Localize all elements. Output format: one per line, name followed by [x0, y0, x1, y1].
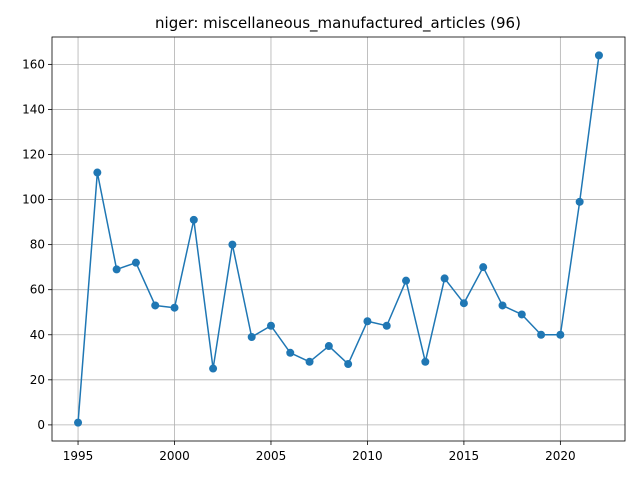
data-point: [556, 330, 565, 339]
data-point: [228, 240, 237, 249]
y-tick-label: 20: [30, 373, 45, 387]
data-point: [286, 348, 295, 357]
y-tick-label: 0: [37, 418, 45, 432]
data-point: [440, 274, 449, 283]
x-tick-label: 2015: [449, 449, 480, 463]
axes: 1995 2000 2005 2010 2015 2020 0 20 40 60 80 100 120 1…: [22, 57, 576, 463]
x-tick-label: 2020: [545, 449, 576, 463]
data-point: [324, 342, 333, 351]
data-point: [382, 321, 391, 330]
y-tick-label: 120: [22, 148, 45, 162]
y-tick-label: 140: [22, 102, 45, 116]
data-point: [421, 357, 430, 366]
data-point: [498, 301, 507, 310]
grid: [52, 37, 625, 441]
data-point: [247, 333, 256, 342]
data-point: [594, 51, 603, 60]
data-point: [537, 330, 546, 339]
y-tick-label: 60: [30, 283, 45, 297]
data-point: [402, 276, 411, 285]
series-line: [77, 55, 600, 423]
data-point: [363, 317, 372, 326]
plot-frame: [51, 36, 626, 442]
y-tick-label: 100: [22, 193, 45, 207]
data-point: [344, 360, 353, 369]
chart-title: niger: miscellaneous_manufactured_articl…: [155, 14, 521, 33]
y-tick-label: 40: [30, 328, 45, 342]
x-tick-label: 2005: [256, 449, 287, 463]
data-point: [151, 301, 160, 310]
y-tick-label: 80: [30, 238, 45, 252]
data-point: [209, 364, 218, 373]
x-tick-label: 1995: [63, 449, 94, 463]
data-point: [305, 357, 314, 366]
data-point: [131, 258, 140, 267]
data-point: [575, 197, 584, 206]
data-point: [170, 303, 179, 312]
data-point: [459, 299, 468, 308]
data-point: [112, 265, 121, 274]
data-point: [93, 168, 102, 177]
y-tick-label: 160: [22, 57, 45, 71]
x-tick-label: 2000: [159, 449, 190, 463]
data-point: [266, 321, 275, 330]
x-tick-label: 2010: [352, 449, 383, 463]
data-point: [517, 310, 526, 319]
data-point: [74, 418, 83, 427]
data-point: [479, 263, 488, 272]
data-point: [189, 215, 198, 224]
series-group: [74, 51, 603, 427]
